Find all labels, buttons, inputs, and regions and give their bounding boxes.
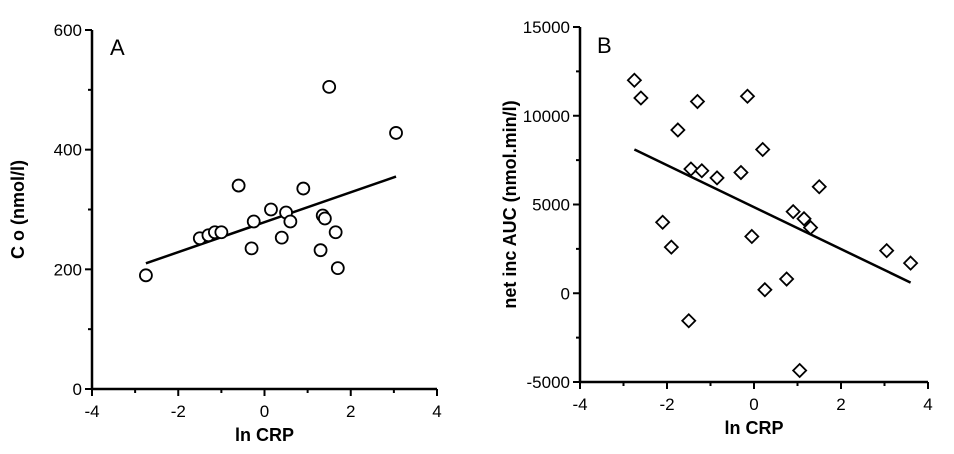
panel-a-data-point: [214, 225, 229, 240]
panel-b-data-point: [796, 210, 812, 227]
panel-a-y-tick-label: 0: [73, 380, 82, 399]
panel-b-data-point: [791, 362, 808, 379]
panel-a-data-point: [317, 211, 332, 226]
panel-b-regression-line: [633, 148, 912, 284]
panel-a-x-tick-label: 4: [432, 402, 441, 421]
panel-a-y-axis-title: C o (nmol/l): [8, 160, 28, 259]
panel-b-x-tick-label: 0: [749, 395, 758, 414]
panel-b-data-point: [633, 90, 649, 106]
panel-a-data-point: [328, 225, 343, 240]
panel-a-regression-line: [145, 175, 397, 265]
panel-b-data-point: [778, 271, 795, 287]
panel-a-y-tick-label: 600: [54, 21, 82, 40]
panel-b-data-point: [744, 228, 760, 245]
panel-b-data-point: [683, 161, 699, 177]
panel-b-data-point: [739, 88, 756, 104]
panel-b-data-point: [902, 255, 919, 271]
panel-a-data-point: [313, 243, 328, 258]
panel-a-data-point: [244, 241, 259, 256]
panel-a-data-point: [322, 79, 337, 94]
panel-a-data-point: [264, 202, 278, 217]
panel-b-data-point: [785, 203, 801, 220]
panel-b-x-tick-label: 4: [923, 395, 932, 414]
panel-b-y-tick-label: 10000: [523, 107, 570, 126]
panel-b-x-tick-label: 2: [836, 395, 845, 414]
panel-b-data-point: [654, 214, 671, 231]
panel-b-data-point: [670, 122, 686, 138]
panel-a-x-tick-label: -4: [84, 402, 99, 421]
panel-a-y-tick-label: 400: [54, 141, 82, 160]
panel-a-data-point: [139, 268, 153, 283]
panel-a: 0 200 400 600 -4 -2 0 2 4 ln CRP C o (nmol/l) A: [8, 21, 442, 445]
panel-a-x-tick-label: -2: [171, 402, 186, 421]
panel-a-x-tick-label: 0: [260, 402, 269, 421]
panel-b-data-point: [694, 163, 710, 179]
panel-b-y-tick-label: 15000: [523, 18, 570, 37]
panel-b-data-point: [811, 178, 828, 195]
panel-b-y-tick-label: -5000: [527, 373, 570, 392]
panel-b-data-point: [757, 281, 773, 298]
panel-b-data-point: [733, 164, 749, 181]
panel-b-data-point: [689, 93, 706, 110]
panel-a-data-point: [389, 126, 403, 140]
panel-b-data-point: [626, 72, 643, 89]
panel-b-data-point: [680, 312, 697, 329]
panel-b-data-point: [663, 239, 680, 255]
panel-a-data-point: [231, 178, 246, 193]
panel-b-x-tick-label: -4: [572, 395, 587, 414]
panel-a-data-point: [283, 214, 298, 229]
panel-b-x-axis-title: ln CRP: [724, 418, 783, 438]
panel-b: -5000 0 5000 10000 15000 -4 -2 0 2 4 ln CRP net inc…: [500, 18, 933, 438]
panel-a-y-tick-label: 200: [54, 260, 82, 279]
panel-a-data-point: [330, 261, 345, 276]
panel-a-data-point: [274, 230, 289, 245]
panel-b-y-axis-title: net inc AUC (nmol.min/l): [500, 100, 520, 308]
panel-a-data-point: [246, 214, 261, 229]
panel-b-data-point: [802, 219, 819, 236]
panel-b-data-point: [754, 141, 771, 158]
panel-a-label: A: [110, 35, 125, 60]
panel-b-x-tick-label: -2: [659, 395, 674, 414]
panel-b-data-point: [709, 170, 725, 186]
panel-a-x-axis-title: ln CRP: [235, 425, 294, 445]
panel-b-data-point: [878, 242, 895, 259]
panel-a-data-point: [296, 181, 311, 196]
panel-b-y-tick-label: 0: [561, 284, 570, 303]
panel-b-y-tick-label: 5000: [532, 196, 570, 215]
panel-b-label: B: [597, 33, 612, 58]
panel-a-x-tick-label: 2: [346, 402, 355, 421]
